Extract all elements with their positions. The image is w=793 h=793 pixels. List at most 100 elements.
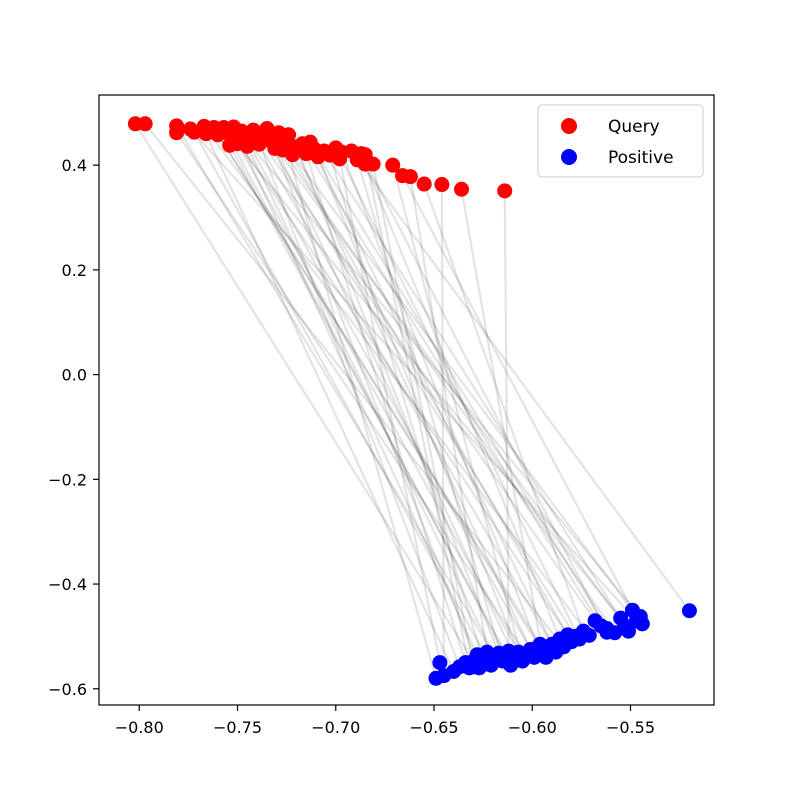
pair-connector-line: [193, 131, 492, 666]
pair-connector-line: [309, 141, 557, 653]
pair-connector-line: [409, 176, 489, 653]
pair-connector-line: [236, 143, 522, 657]
pair-connector-line: [364, 163, 561, 640]
pair-connector-line: [222, 126, 512, 666]
data-point-positive: [489, 652, 505, 668]
data-point-query: [222, 137, 238, 153]
data-point-query: [281, 127, 297, 143]
pair-connector-line: [338, 158, 441, 663]
data-points: [127, 116, 697, 686]
pair-connector-line: [203, 125, 591, 637]
pair-connector-line: [283, 139, 438, 679]
pair-connector-line: [317, 156, 520, 653]
pair-connector-line: [134, 123, 475, 662]
data-point-positive: [599, 621, 615, 637]
legend-label-positive: Positive: [608, 148, 674, 168]
pair-connector-line: [213, 126, 547, 658]
x-tick-label: −0.65: [409, 718, 458, 737]
pair-connector-line: [228, 144, 508, 656]
data-point-query: [497, 183, 513, 199]
pair-connector-line: [175, 125, 498, 661]
pair-connector-line: [423, 183, 585, 632]
pair-connector-line: [258, 143, 553, 645]
data-point-positive: [567, 628, 583, 644]
y-tick-label: 0.0: [62, 366, 87, 385]
pair-connector-line: [291, 154, 644, 625]
pair-connector-line: [356, 159, 504, 662]
data-point-positive: [621, 623, 637, 639]
pair-connector-line: [295, 146, 500, 654]
pair-connector-line: [360, 153, 608, 633]
data-point-query: [275, 142, 291, 158]
pair-connector-line: [246, 145, 496, 658]
x-tick-label: −0.60: [508, 718, 557, 737]
y-tick-label: 0.2: [62, 261, 87, 280]
pair-connector-line: [503, 190, 510, 652]
pair-connector-line: [372, 163, 475, 667]
pair-connector-line: [305, 153, 467, 663]
pair-connector-line: [232, 126, 479, 656]
pair-connector-line: [252, 129, 597, 622]
data-point-positive: [581, 627, 597, 643]
legend-label-query: Query: [608, 117, 660, 137]
legend: Query Positive: [537, 104, 704, 178]
pair-connector-line: [256, 137, 461, 668]
pair-connector-line: [340, 151, 540, 648]
pair-connector-line: [270, 140, 626, 627]
pair-connector-line: [323, 150, 630, 632]
data-point-query: [365, 156, 381, 172]
pair-connector-line: [440, 184, 445, 676]
data-point-positive: [465, 659, 481, 675]
y-tick-label: −0.2: [48, 470, 87, 489]
x-axis-ticks: −0.80 −0.75 −0.70 −0.65 −0.60 −0.55: [115, 705, 655, 737]
pair-connector-line: [189, 128, 638, 622]
pair-connectors: [134, 123, 691, 679]
pair-connector-line: [301, 143, 602, 627]
data-point-positive: [501, 643, 517, 659]
data-point-query: [416, 176, 432, 192]
data-point-positive: [681, 603, 697, 619]
y-tick-label: −0.6: [48, 680, 87, 699]
pair-connector-line: [240, 130, 532, 651]
pair-connector-line: [391, 164, 524, 662]
legend-marker-positive: [561, 149, 577, 165]
pair-connector-line: [226, 132, 622, 619]
pair-connector-line: [277, 132, 573, 643]
pair-connector-line: [175, 132, 528, 656]
pair-connector-line: [401, 175, 634, 611]
legend-marker-query: [561, 118, 577, 134]
data-point-query: [434, 177, 450, 193]
data-point-positive: [432, 655, 448, 671]
data-point-query: [137, 116, 153, 132]
pair-connector-line: [460, 189, 544, 653]
pair-connector-line: [364, 154, 471, 669]
y-tick-label: 0.4: [62, 156, 87, 175]
y-tick-label: −0.4: [48, 575, 87, 594]
plot-frame: [98, 94, 715, 706]
pair-connector-line: [313, 148, 608, 630]
y-axis-ticks: 0.4 0.2 0.0 −0.2 −0.4 −0.6: [48, 156, 99, 699]
data-point-query: [169, 125, 185, 141]
data-point-query: [259, 121, 275, 137]
pair-connector-line: [328, 154, 485, 661]
pair-connector-line: [144, 123, 565, 648]
x-tick-label: −0.75: [213, 718, 262, 737]
pair-connector-line: [244, 138, 642, 618]
data-point-positive: [512, 648, 528, 664]
x-tick-label: −0.70: [311, 718, 360, 737]
pair-connector-line: [234, 136, 569, 636]
pair-connector-line: [350, 150, 691, 612]
x-tick-label: −0.80: [115, 718, 164, 737]
data-point-positive: [634, 616, 650, 632]
data-point-positive: [532, 636, 548, 652]
x-tick-label: −0.55: [606, 718, 655, 737]
pair-connector-line: [205, 133, 455, 672]
pair-connector-line: [265, 128, 516, 658]
data-point-query: [239, 138, 255, 154]
data-point-query: [454, 181, 470, 197]
pair-connector-line: [262, 134, 577, 637]
pair-connector-line: [281, 149, 616, 634]
pair-connector-line: [273, 148, 481, 669]
data-point-query: [385, 157, 401, 173]
